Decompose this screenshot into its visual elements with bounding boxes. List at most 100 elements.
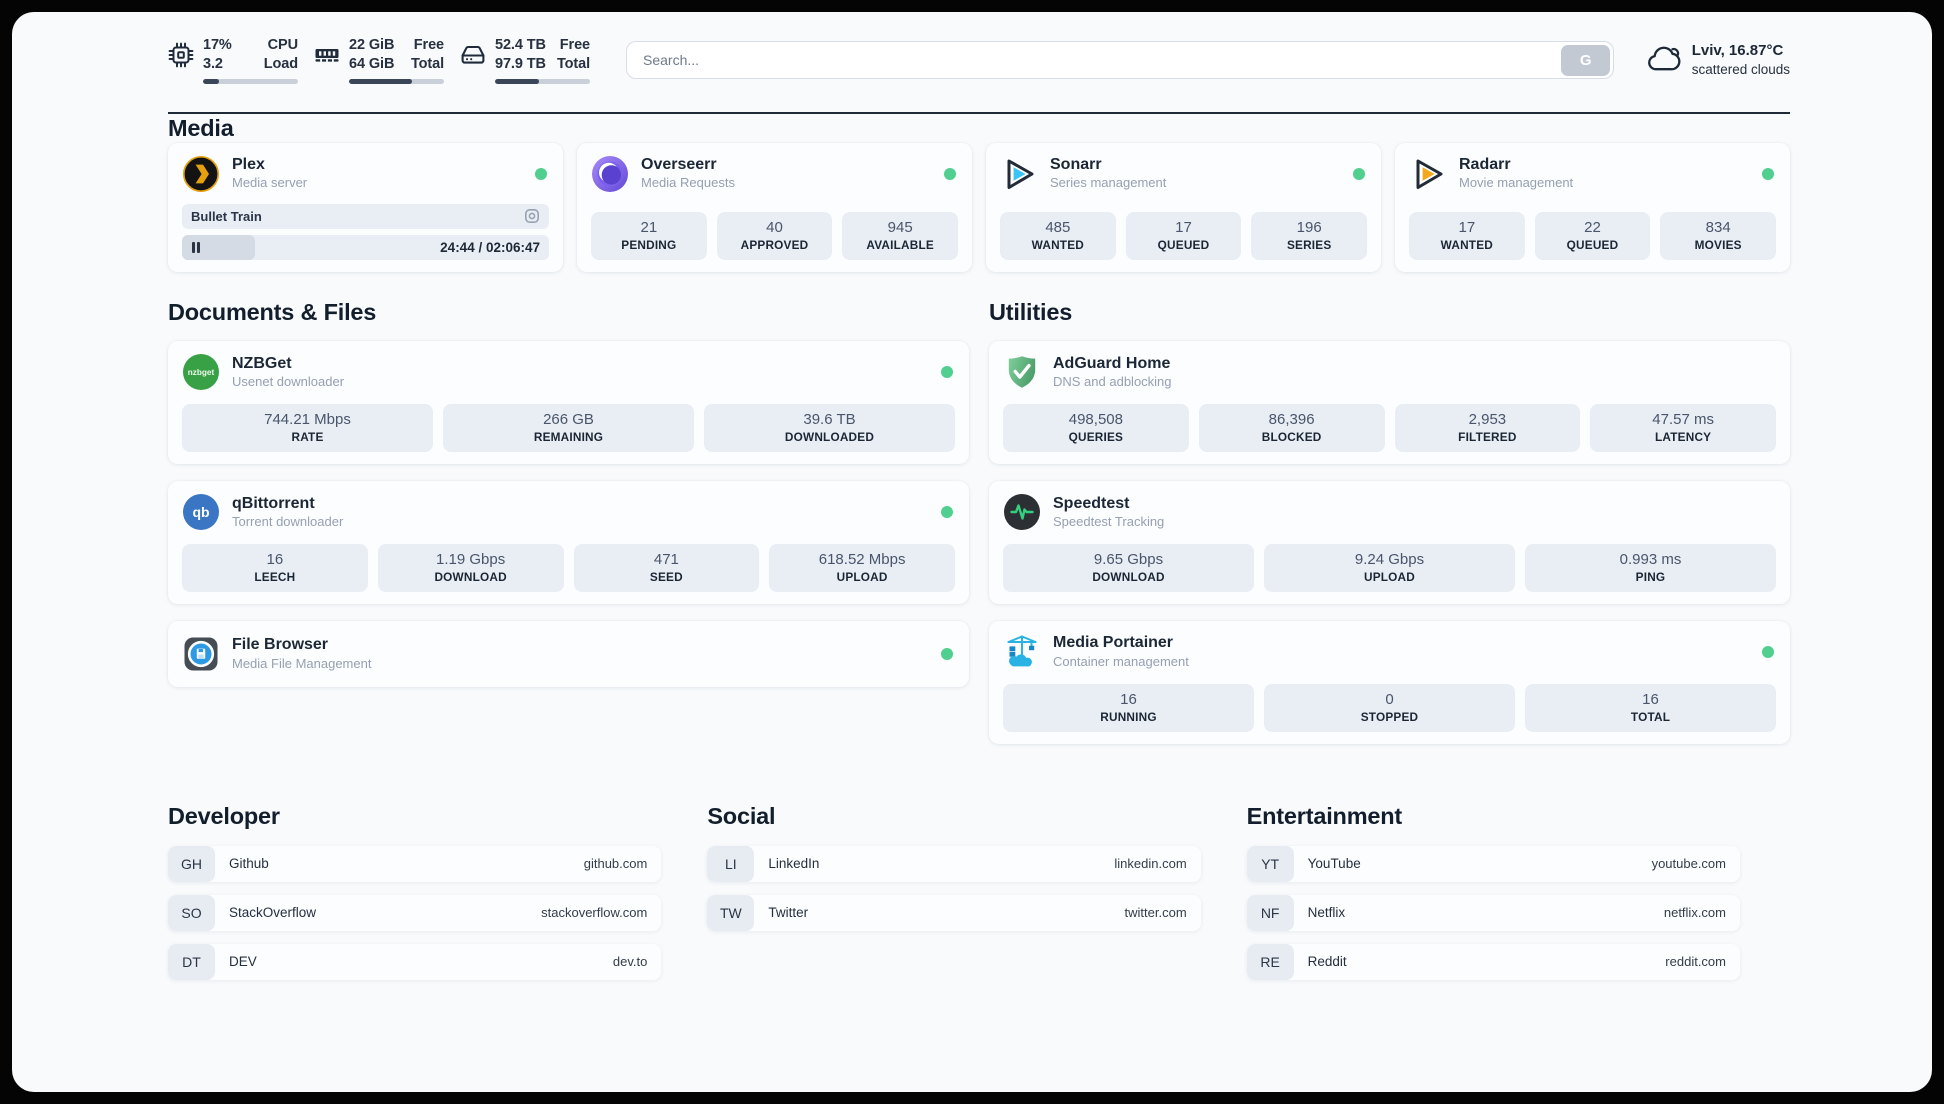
bookmarks-grid: Developer GH Github github.com SO StackO…: [168, 802, 1740, 993]
stat-series: 196 SERIES: [1251, 211, 1368, 260]
utilities-column: Utilities AdGuard Home: [989, 272, 1790, 745]
stat-movies: 834 MOVIES: [1660, 211, 1777, 260]
stat-queued: 22 QUEUED: [1534, 211, 1651, 260]
media-apps-grid: Plex Media server Bullet Train 24:44 / 0…: [168, 142, 1790, 272]
stat-rate: 744.21 Mbps RATE: [182, 404, 433, 453]
stat-ping: 0.993 ms PING: [1525, 544, 1776, 593]
stat-queued: 17 QUEUED: [1125, 211, 1242, 260]
section-title-utilities: Utilities: [989, 298, 1073, 325]
cpu-load-value: 3.2: [203, 56, 223, 72]
app-card-portainer[interactable]: Media Portainer Container management 16 R…: [989, 621, 1790, 745]
link-badge: GH: [168, 845, 215, 882]
pause-icon[interactable]: [192, 241, 201, 253]
app-card-radarr[interactable]: Radarr Movie management 17 WANTED 22 QUEUE…: [1395, 142, 1790, 272]
top-bar: 17% CPU 3.2 Load 22 G: [168, 34, 1790, 86]
stat-pending: 21 PENDING: [591, 211, 707, 260]
app-subtitle: Media File Management: [232, 655, 372, 671]
ram-progress-bar: [349, 79, 444, 85]
link-row-github[interactable]: GH Github github.com: [168, 845, 662, 882]
stat-stopped: 0 STOPPED: [1264, 684, 1515, 733]
app-card-nzbget[interactable]: nzbget NZBGet Usenet downloader 744.21 M…: [168, 341, 969, 465]
app-card-filebrowser[interactable]: File Browser Media File Management: [168, 621, 969, 688]
playback-progress: 24:44 / 02:06:47: [182, 234, 549, 260]
status-dot: [1353, 167, 1365, 180]
stat-wanted: 17 WANTED: [1409, 211, 1525, 260]
app-name: Plex: [232, 155, 265, 173]
status-dot: [944, 167, 956, 180]
status-dot: [941, 366, 953, 379]
ram-icon: [315, 48, 339, 62]
app-subtitle: Media Requests: [641, 175, 735, 191]
link-badge: LI: [707, 845, 755, 882]
app-name: File Browser: [232, 636, 329, 654]
dashboard-panel: 17% CPU 3.2 Load 22 G: [12, 12, 1932, 1092]
radarr-icon: [1409, 155, 1447, 193]
status-dot: [941, 648, 953, 661]
cpu-label: CPU: [267, 36, 298, 53]
entertainment-column: Entertainment YT YouTube youtube.com NF …: [1246, 802, 1740, 993]
status-dot: [1762, 167, 1774, 180]
disk-total-label: Total: [556, 56, 590, 72]
stat-blocked: 86,396 BLOCKED: [1198, 404, 1385, 453]
cpu-load-label: Load: [263, 56, 298, 72]
link-badge: NF: [1246, 894, 1294, 931]
app-name: Overseerr: [641, 155, 717, 173]
filebrowser-icon: [182, 635, 220, 673]
stat-leech: 16 LEECH: [182, 544, 368, 593]
cpu-progress-bar: [203, 79, 298, 85]
ram-free-label: Free: [413, 36, 444, 53]
link-row-twitter[interactable]: TW Twitter twitter.com: [707, 894, 1201, 931]
system-metrics: 17% CPU 3.2 Load 22 G: [168, 36, 590, 85]
stat-running: 16 RUNNING: [1003, 684, 1254, 733]
ram-total-label: Total: [410, 56, 444, 72]
link-row-stackoverflow[interactable]: SO StackOverflow stackoverflow.com: [168, 894, 662, 931]
documents-column: Documents & Files nzbget NZBGet Usenet d…: [168, 272, 969, 744]
overseerr-icon: [591, 155, 629, 193]
ram-metric: 22 GiB Free 64 GiB Total: [314, 36, 444, 85]
link-row-reddit[interactable]: RE Reddit reddit.com: [1246, 943, 1740, 980]
status-dot: [535, 167, 547, 180]
link-row-linkedin[interactable]: LI LinkedIn linkedin.com: [707, 845, 1201, 882]
link-row-netflix[interactable]: NF Netflix netflix.com: [1246, 894, 1740, 931]
app-card-speedtest[interactable]: Speedtest Speedtest Tracking 9.65 Gbps DO…: [989, 481, 1790, 605]
search-input[interactable]: [626, 41, 1614, 79]
stat-total: 16 TOTAL: [1525, 684, 1776, 733]
developer-column: Developer GH Github github.com SO StackO…: [168, 802, 662, 993]
section-title-developer: Developer: [168, 803, 280, 830]
stat-filtered: 2,953 FILTERED: [1394, 404, 1581, 453]
cloud-icon: [1647, 46, 1681, 71]
app-card-plex[interactable]: Plex Media server Bullet Train 24:44 / 0…: [168, 142, 563, 272]
google-search-button[interactable]: G: [1561, 44, 1611, 76]
svg-text:qb: qb: [192, 504, 209, 520]
speedtest-icon: [1003, 493, 1041, 531]
adguard-icon: [1003, 353, 1041, 391]
app-name: qBittorrent: [232, 494, 315, 512]
section-title-documents: Documents & Files: [168, 298, 377, 325]
sonarr-icon: [1000, 155, 1038, 193]
app-card-qbittorrent[interactable]: qb qBittorrent Torrent downloader 16 LEEC…: [168, 481, 969, 605]
nzbget-icon: nzbget: [182, 353, 220, 391]
disk-metric: 52.4 TB Free 97.9 TB Total: [460, 36, 590, 85]
app-card-overseerr[interactable]: Overseerr Media Requests 21 PENDING 40 APP…: [577, 142, 972, 272]
svg-text:nzbget: nzbget: [188, 368, 215, 377]
cpu-chip-icon: [168, 42, 194, 68]
hard-drive-icon: [461, 45, 485, 64]
stat-download: 1.19 Gbps DOWNLOAD: [377, 544, 564, 593]
app-subtitle: Torrent downloader: [232, 514, 344, 530]
link-badge: DT: [168, 943, 215, 980]
now-playing-title: Bullet Train: [191, 208, 262, 224]
link-badge: RE: [1246, 943, 1294, 980]
ram-total-value: 64 GiB: [349, 56, 395, 72]
stat-queries: 498,508 QUERIES: [1003, 404, 1189, 453]
weather-condition: scattered clouds: [1691, 62, 1790, 78]
app-subtitle: Media server: [232, 175, 308, 191]
link-row-youtube[interactable]: YT YouTube youtube.com: [1246, 845, 1740, 882]
stat-available: 945 AVAILABLE: [842, 211, 959, 260]
app-card-adguard[interactable]: AdGuard Home DNS and adblocking 498,508 Q…: [989, 341, 1790, 465]
app-name: AdGuard Home: [1053, 354, 1171, 372]
section-title-media: Media: [168, 115, 234, 141]
app-subtitle: Container management: [1053, 653, 1189, 669]
link-row-dev[interactable]: DT DEV dev.to: [168, 943, 662, 980]
topbar-divider: [168, 112, 1790, 114]
app-card-sonarr[interactable]: Sonarr Series management 485 WANTED 17 QUE…: [986, 142, 1381, 272]
